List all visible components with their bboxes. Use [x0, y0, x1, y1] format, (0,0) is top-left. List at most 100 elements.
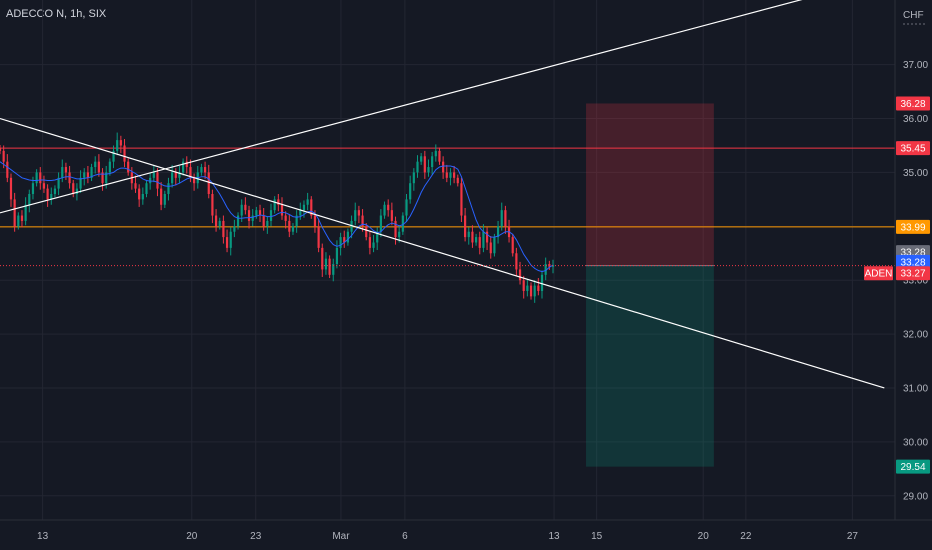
candle-body	[2, 150, 5, 162]
trend-line	[0, 117, 885, 389]
time-tick-label: Mar	[332, 531, 350, 542]
trend-lines[interactable]	[0, 0, 885, 389]
candle-body	[149, 177, 152, 184]
candle-body	[229, 231, 232, 248]
candle-body	[127, 161, 130, 173]
candle-body	[6, 161, 9, 178]
candle-body	[365, 226, 368, 238]
candle-body	[247, 210, 251, 221]
candle-body	[258, 210, 262, 216]
price-tag-label: 33.27	[900, 269, 925, 280]
candle-body	[182, 161, 185, 173]
time-tick-label: 20	[698, 531, 710, 542]
time-tick-label: 13	[37, 531, 49, 542]
candle-body	[101, 172, 104, 184]
grid	[0, 0, 895, 520]
candle-body	[431, 156, 434, 168]
candle-body	[203, 167, 207, 173]
candle-body	[379, 215, 382, 232]
price-tag-label: 35.45	[900, 144, 925, 155]
candle-body	[86, 172, 89, 178]
candle-body	[20, 215, 24, 221]
time-tick-label: 20	[186, 531, 198, 542]
candle-body	[291, 226, 295, 232]
candle-body	[515, 253, 518, 270]
price-tag	[896, 459, 930, 474]
candle-body	[13, 199, 16, 227]
candle-body	[504, 210, 507, 227]
candle-body	[453, 172, 456, 178]
candle-body	[277, 199, 280, 205]
candle-body	[90, 167, 93, 178]
candle-body	[387, 204, 390, 211]
candle-body	[167, 183, 170, 194]
candle-body	[434, 150, 437, 157]
candle-body	[526, 285, 529, 291]
candle-body	[214, 215, 218, 227]
candle-body	[332, 264, 335, 275]
price-tick-label: 29.00	[903, 491, 928, 502]
candle-body	[211, 193, 214, 216]
candle-body	[192, 177, 196, 184]
horizontal-levels[interactable]	[0, 147, 895, 228]
price-axis[interactable]: 37.0036.0035.0034.0033.0032.0031.0030.00…	[903, 60, 928, 502]
candle-body	[321, 247, 324, 270]
candle-body	[518, 269, 522, 281]
candle-body	[474, 237, 478, 243]
candle-body	[68, 172, 71, 184]
candle-body	[145, 183, 148, 194]
candle-body	[343, 237, 346, 243]
candle-body	[361, 215, 364, 227]
candle-body	[288, 220, 291, 232]
candle-body	[445, 172, 448, 178]
candle-body	[339, 237, 342, 248]
candle-body	[9, 177, 13, 200]
time-tick-label: 13	[548, 531, 560, 542]
candle-body	[284, 215, 287, 221]
candle-body	[335, 247, 339, 265]
candle-body	[383, 204, 386, 216]
price-tick-label: 33.00	[903, 276, 928, 287]
symbol-tag-label: ADEN	[865, 269, 893, 280]
candle-body	[467, 231, 470, 238]
candle-body	[225, 237, 229, 248]
long-position-tool[interactable]	[586, 103, 714, 467]
price-tag	[896, 96, 930, 111]
price-tick-label: 31.00	[903, 383, 928, 394]
candle-body	[94, 161, 97, 168]
candle-body	[306, 199, 309, 205]
price-tag-label: 36.28	[900, 99, 925, 110]
stop-loss-zone	[586, 103, 714, 266]
candle-body	[511, 237, 514, 254]
candle-body	[24, 204, 27, 221]
candle-body	[50, 193, 53, 200]
candle-body	[152, 172, 155, 178]
candle-body	[0, 148, 2, 151]
candle-body	[53, 188, 57, 194]
candle-body	[266, 220, 269, 227]
candle-body	[236, 215, 240, 227]
candle-body	[244, 204, 247, 211]
candle-body	[119, 140, 122, 146]
candle-body	[412, 172, 415, 184]
candle-body	[39, 172, 42, 184]
candle-body	[218, 220, 221, 227]
candle-body	[160, 188, 163, 205]
candle-body	[116, 140, 119, 151]
candle-body	[178, 172, 181, 178]
candle-body	[31, 183, 35, 194]
candle-body	[420, 156, 423, 162]
candle-body	[97, 161, 100, 173]
candlesticks	[0, 132, 555, 303]
time-axis[interactable]: 13 20 23 Mar 6 13 15 20 22 27	[37, 531, 858, 542]
candle-body	[72, 183, 75, 194]
candle-body	[163, 193, 166, 205]
currency-label: CHF	[903, 10, 924, 21]
candle-body	[427, 167, 430, 173]
candle-body	[405, 199, 408, 216]
candle-body	[368, 237, 371, 248]
time-tick-label: 6	[402, 531, 408, 542]
moving-average-line	[0, 161, 554, 273]
